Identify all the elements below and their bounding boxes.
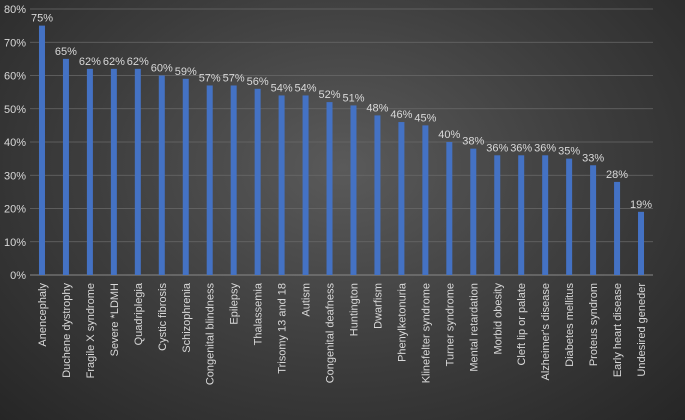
bar xyxy=(182,78,189,275)
x-tick-label: Diabetes mellitus xyxy=(564,283,576,367)
data-label: 65% xyxy=(55,46,77,58)
data-label: 19% xyxy=(630,199,652,211)
bar xyxy=(206,85,213,275)
bar xyxy=(254,88,261,275)
bar xyxy=(302,95,309,275)
data-label: 46% xyxy=(390,109,412,121)
y-tick-label: 70% xyxy=(4,37,26,49)
data-label: 59% xyxy=(175,66,197,78)
bar xyxy=(326,102,333,275)
bar xyxy=(62,58,69,275)
data-label: 40% xyxy=(438,129,460,141)
bar xyxy=(422,125,429,275)
bar xyxy=(374,115,381,276)
data-label: 54% xyxy=(295,82,317,94)
x-tick-label: Severe *LDMH xyxy=(109,283,121,356)
data-label: 62% xyxy=(127,56,149,68)
data-label: 57% xyxy=(223,72,245,84)
x-tick-label: Mental retardation xyxy=(468,283,480,372)
x-tick-label: Epilepsy xyxy=(229,283,241,325)
data-label: 45% xyxy=(414,112,436,124)
y-tick-label: 50% xyxy=(4,104,26,116)
bar xyxy=(230,85,237,275)
x-tick-label: Klinefelter syndrome xyxy=(420,283,432,383)
data-label: 60% xyxy=(151,63,173,75)
bar xyxy=(590,165,597,275)
data-label: 36% xyxy=(534,142,556,154)
x-tick-label: Duchene dystrophy xyxy=(61,283,73,378)
y-tick-label: 60% xyxy=(4,71,26,83)
bar xyxy=(110,68,117,275)
x-tick-label: Phenylketonuria xyxy=(396,282,408,362)
y-tick-label: 0% xyxy=(10,270,26,282)
data-label: 52% xyxy=(319,89,341,101)
data-label: 35% xyxy=(558,146,580,158)
bar xyxy=(398,122,405,275)
data-label: 48% xyxy=(366,102,388,114)
bar xyxy=(566,158,573,275)
data-label: 75% xyxy=(31,13,53,25)
data-label: 28% xyxy=(606,169,628,181)
data-label: 62% xyxy=(103,56,125,68)
bar xyxy=(278,95,285,275)
data-label: 54% xyxy=(271,82,293,94)
x-tick-label: Thalassemia xyxy=(253,282,265,345)
bar xyxy=(518,155,525,275)
bar xyxy=(158,75,165,275)
bar xyxy=(38,25,45,275)
x-tick-label: Dwarfism xyxy=(372,283,384,329)
bar xyxy=(134,68,141,275)
x-tick-label: Cystic fibrosis xyxy=(157,283,169,351)
x-tick-label: Alzheimer's disease xyxy=(540,283,552,380)
y-tick-label: 80% xyxy=(4,4,26,16)
data-label: 62% xyxy=(79,56,101,68)
x-tick-label: Huntington xyxy=(348,283,360,336)
bar xyxy=(614,181,621,275)
x-tick-label: Proteus syndrom xyxy=(588,283,600,366)
x-tick-label: Anencephaly xyxy=(37,283,49,347)
data-label: 33% xyxy=(582,152,604,164)
x-tick-label: Congenital deafness xyxy=(325,283,337,384)
bar xyxy=(638,211,645,275)
data-label: 36% xyxy=(510,142,532,154)
x-tick-label: Autism xyxy=(301,283,313,317)
data-label: 51% xyxy=(342,92,364,104)
gridlines xyxy=(30,8,653,276)
x-tick-label: Cleft lip or palate xyxy=(516,283,528,366)
bar xyxy=(446,142,453,275)
x-tick-label: Schizophrenia xyxy=(181,282,193,353)
x-tick-label: Fragile X syndrome xyxy=(85,283,97,378)
bars xyxy=(38,25,645,276)
y-tick-label: 20% xyxy=(4,204,26,216)
bar xyxy=(350,105,357,275)
y-tick-label: 40% xyxy=(4,137,26,149)
x-tick-label: Undesired geneder xyxy=(636,283,648,377)
x-tick-label: Quadriplegia xyxy=(133,282,145,345)
data-labels: 75%65%62% 62% 62%60% 59%57% 57% 56%54% 54%52% 5… xyxy=(31,13,652,211)
x-tick-label: Morbid obesity xyxy=(492,283,504,355)
x-tick-label: Trisomy 13 and 18 xyxy=(277,283,289,374)
y-tick-label: 30% xyxy=(4,170,26,182)
data-label: 57% xyxy=(199,72,221,84)
data-label: 56% xyxy=(247,76,269,88)
bar xyxy=(542,155,549,275)
x-tick-label: Congenital blindness xyxy=(205,283,217,386)
y-tick-label: 10% xyxy=(4,237,26,249)
x-tick-label: Early heart disease xyxy=(612,283,624,377)
bar xyxy=(86,68,93,275)
x-axis-categories: Anencephaly Duchene dystrophy Fragile X sy… xyxy=(37,282,648,385)
y-axis-ticks: 0% 10% 20% 30% 40% 50% 60% 70% 80% xyxy=(4,4,26,282)
data-label: 38% xyxy=(462,136,484,148)
bar xyxy=(470,148,477,275)
data-label: 36% xyxy=(486,142,508,154)
bar xyxy=(494,155,501,275)
x-tick-label: Turner syndrome xyxy=(444,283,456,366)
